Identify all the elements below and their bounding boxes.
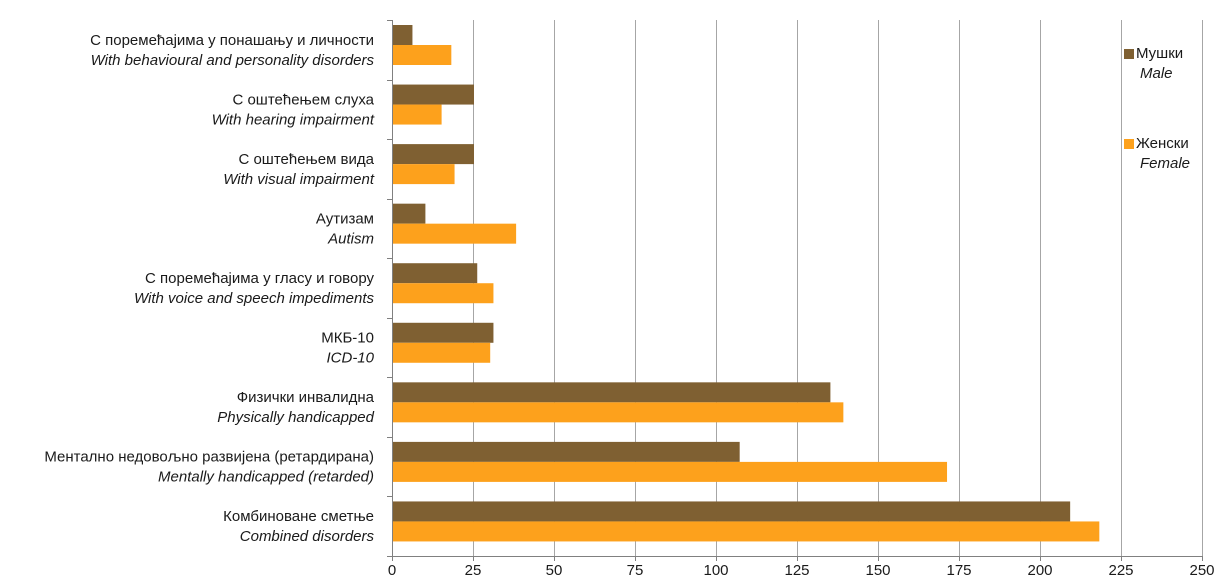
legend-label-female: Женски	[1136, 135, 1189, 152]
category-label-sr-6: Физички инвалидна	[237, 389, 375, 406]
bar-female-5	[393, 342, 491, 363]
category-label-en-7: Mentally handicapped (retarded)	[158, 469, 374, 486]
category-label-sr-3: Аутизам	[316, 210, 374, 227]
category-label-en-1: With hearing impairment	[212, 111, 375, 128]
category-label-en-6: Physically handicapped	[217, 409, 374, 426]
x-tick-label-200: 200	[1027, 562, 1052, 577]
x-tick-label-250: 250	[1189, 562, 1214, 577]
category-label-en-5: ICD-10	[326, 350, 374, 367]
bars	[393, 25, 1100, 542]
axes	[387, 20, 1203, 561]
legend-label-en-male: Male	[1140, 65, 1173, 82]
category-label-en-3: Autism	[327, 230, 374, 247]
bar-male-5	[393, 322, 494, 343]
bar-female-8	[393, 521, 1100, 542]
x-tick-label-25: 25	[465, 562, 482, 577]
legend-label-male: Мушки	[1136, 45, 1183, 62]
x-tick-label-150: 150	[865, 562, 890, 577]
bar-female-6	[393, 402, 844, 423]
bar-female-1	[393, 104, 442, 125]
category-label-sr-8: Комбиноване сметње	[223, 508, 374, 525]
bar-male-3	[393, 203, 426, 224]
x-tick-label-50: 50	[546, 562, 563, 577]
x-tick-label-125: 125	[784, 562, 809, 577]
bar-female-0	[393, 45, 452, 65]
category-label-en-0: With behavioural and personality disorde…	[91, 52, 375, 69]
bar-male-4	[393, 263, 478, 284]
x-tick-label-75: 75	[627, 562, 644, 577]
category-label-sr-7: Ментално недовољно развијена (ретардиран…	[44, 449, 374, 466]
x-tick-labels: 0 25 50 75 100 125 150 175 200 225 250	[388, 562, 1215, 577]
legend-label-en-female: Female	[1140, 155, 1190, 172]
bar-male-1	[393, 84, 474, 105]
bar-male-7	[393, 441, 740, 462]
category-label-en-4: With voice and speech impediments	[134, 290, 374, 307]
category-label-sr-2: С оштећењем вида	[238, 151, 374, 168]
legend-swatch-female	[1124, 139, 1134, 149]
category-label-sr-0: С поремећајима у понашању и личности	[90, 32, 374, 49]
category-label-sr-5: МКБ-10	[321, 330, 374, 347]
bar-male-6	[393, 382, 831, 403]
x-tick-label-175: 175	[946, 562, 971, 577]
legend-swatch-male	[1124, 49, 1134, 59]
category-label-en-2: With visual impairment	[223, 171, 375, 188]
bar-female-2	[393, 164, 455, 185]
grid-lines	[473, 20, 1203, 556]
x-tick-label-225: 225	[1108, 562, 1133, 577]
bar-female-4	[393, 283, 494, 304]
x-tick-label-100: 100	[703, 562, 728, 577]
bar-male-2	[393, 144, 474, 165]
category-label-sr-4: С поремећајима у гласу и говору	[145, 270, 374, 287]
bar-male-8	[393, 501, 1071, 522]
bar-male-0	[393, 25, 413, 45]
category-label-sr-1: С оштећењем слуха	[232, 91, 374, 108]
x-tick-label-0: 0	[388, 562, 396, 577]
bar-female-7	[393, 461, 948, 482]
bar-female-3	[393, 223, 517, 244]
legend: Мушки Male Женски Female	[1124, 45, 1190, 172]
category-labels: С поремећајима у понашању и личности With…	[44, 32, 374, 545]
category-label-en-8: Combined disorders	[240, 528, 375, 545]
